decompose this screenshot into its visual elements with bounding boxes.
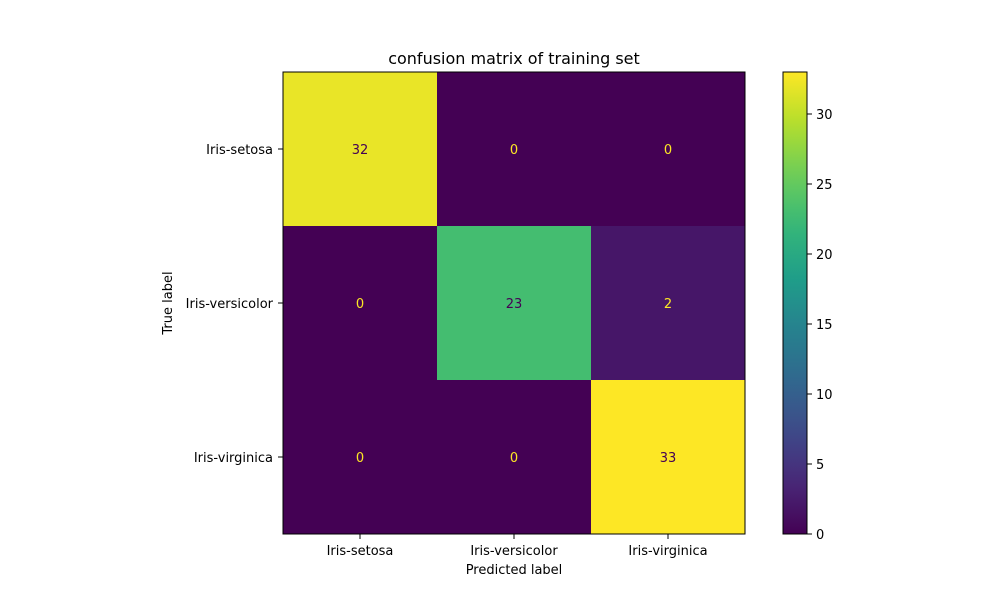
y-tick-label: Iris-setosa	[206, 143, 273, 158]
x-tick-label: Iris-versicolor	[470, 544, 558, 559]
colorbar-tick-label: 5	[816, 458, 824, 473]
x-tick-label: Iris-virginica	[628, 544, 707, 559]
colorbar-tick-label: 30	[816, 108, 833, 123]
y-tick-label: Iris-virginica	[194, 451, 273, 466]
colorbar-tick-label: 15	[816, 318, 833, 333]
colorbar	[782, 71, 808, 535]
x-axis-ticks: Iris-setosa Iris-versicolor Iris-virginica	[327, 534, 708, 559]
y-axis-label: True label	[161, 271, 176, 335]
heatmap-cell	[283, 226, 438, 381]
y-axis-ticks: Iris-setosa Iris-versicolor Iris-virginica	[186, 143, 283, 466]
y-tick-label: Iris-versicolor	[186, 297, 274, 312]
heatmap-cell	[437, 226, 592, 381]
cell-value-label: 32	[352, 143, 369, 158]
heatmap-cell	[437, 380, 592, 535]
heatmap-cell	[591, 380, 746, 535]
heatmap-cells	[283, 72, 746, 535]
heatmap-cell-labels: 32 0 0 0 23 2 0 0 33	[352, 143, 677, 466]
colorbar-ticks: 0 5 10 15 20 25 30	[807, 108, 833, 543]
cell-value-label: 0	[356, 451, 364, 466]
cell-value-label: 0	[510, 143, 518, 158]
cell-value-label: 0	[356, 297, 364, 312]
cell-value-label: 33	[660, 451, 677, 466]
heatmap-cell	[437, 72, 592, 227]
cell-value-label: 0	[664, 143, 672, 158]
cell-value-label: 2	[664, 297, 672, 312]
colorbar-tick-label: 10	[816, 388, 833, 403]
x-axis-label: Predicted label	[466, 563, 563, 578]
chart-title: confusion matrix of training set	[388, 49, 640, 68]
cell-value-label: 0	[510, 451, 518, 466]
colorbar-tick-label: 0	[816, 528, 824, 543]
colorbar-tick-label: 20	[816, 248, 833, 263]
cell-value-label: 23	[506, 297, 523, 312]
x-tick-label: Iris-setosa	[327, 544, 394, 559]
heatmap-cell	[591, 72, 746, 227]
heatmap-cell	[283, 380, 438, 535]
heatmap-cell	[591, 226, 746, 381]
colorbar-tick-label: 25	[816, 178, 833, 193]
heatmap-cell	[283, 72, 438, 227]
